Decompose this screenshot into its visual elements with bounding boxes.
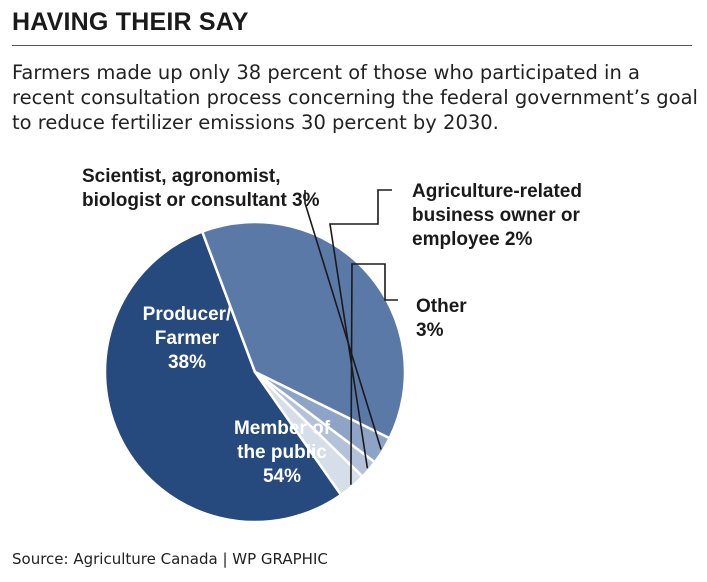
slice-label-public: Member of <box>234 418 331 439</box>
slice-label-scientist: biologist or consultant 3% <box>82 190 320 211</box>
chart-subtitle: Farmers made up only 38 percent of those… <box>12 61 698 134</box>
slice-label-agri: business owner or <box>412 205 580 226</box>
leader-line-other <box>350 263 398 485</box>
leader-line-agri <box>329 189 392 469</box>
slice-labels: Member of the public 54% Producer/Farmer 38%… <box>82 166 582 487</box>
leader-lines <box>304 189 398 485</box>
source-credit: Source: Agriculture Canada | WP GRAPHIC <box>12 550 328 568</box>
slice-label-agri: employee 2% <box>412 229 532 250</box>
slice-label-other: Other <box>416 296 467 317</box>
pie-slice-public <box>103 230 343 524</box>
slice-label-public: the public <box>237 442 327 463</box>
pie-slices <box>103 220 407 524</box>
slice-label-producer: Farmer <box>155 328 220 349</box>
slice-label-producer: 38% <box>168 352 206 373</box>
slice-label-producer: Producer/ <box>143 304 232 325</box>
pie-chart: Member of the public 54% Producer/Farmer 38%… <box>82 166 582 524</box>
pie-slice-other <box>253 370 364 497</box>
chart-title: HAVING THEIR SAY <box>12 8 249 36</box>
leader-line-scientist <box>304 190 382 450</box>
slice-label-other: 3% <box>416 320 444 341</box>
title-divider <box>12 45 692 46</box>
slice-label-scientist: Scientist, agronomist, <box>82 166 280 187</box>
slice-label-public: 54% <box>263 466 301 487</box>
slice-label-agri: Agriculture-related <box>412 181 582 202</box>
